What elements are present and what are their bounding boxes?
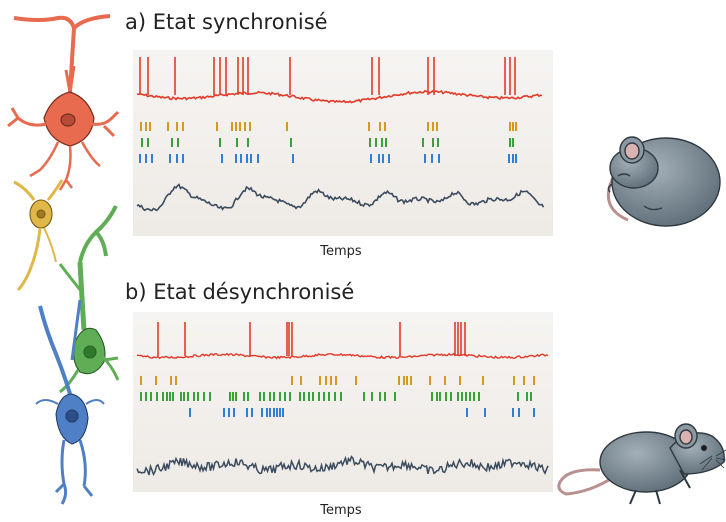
panel-a-title: a) Etat synchronisé [125, 10, 328, 34]
green-neuron-icon [58, 205, 120, 394]
interneuron-icon [13, 179, 64, 292]
panel-a-background [133, 50, 553, 236]
panel-b-spike-trace [136, 322, 549, 360]
awake-mouse-icon [557, 423, 726, 505]
panel-b-xlabel: Temps [320, 503, 362, 518]
panel-b-background [133, 312, 553, 492]
panel-b-lfp-trace [136, 455, 549, 477]
panel-a-spike-trace [136, 57, 543, 104]
pyramidal-neuron-icon [7, 14, 120, 191]
panel-a-lfp-trace [136, 183, 545, 212]
blue-neuron-icon [35, 299, 105, 505]
panel-b-title: b) Etat désynchronisé [125, 280, 355, 304]
panel-a-raster [139, 122, 517, 163]
panel-b-raster [140, 376, 535, 417]
panel-a-xlabel: Temps [320, 244, 362, 259]
sleeping-mouse-icon [607, 136, 721, 227]
